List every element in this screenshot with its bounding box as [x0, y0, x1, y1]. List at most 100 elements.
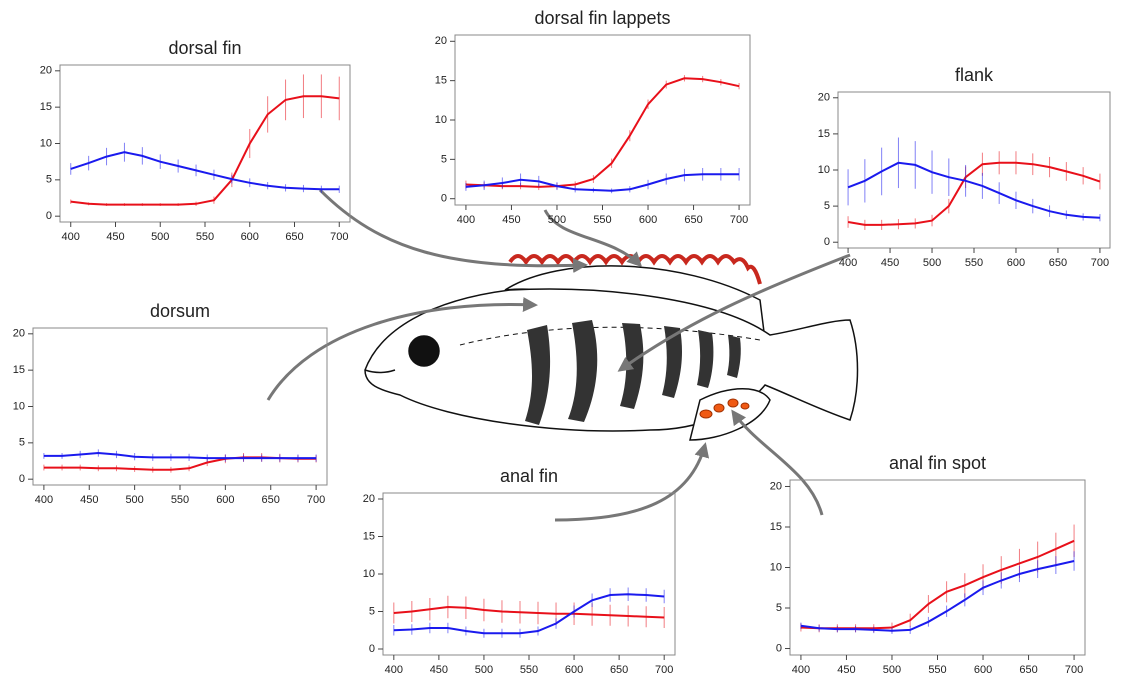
- x-tick-label: 600: [241, 231, 259, 243]
- x-tick-label: 600: [565, 664, 583, 676]
- x-tick-label: 550: [593, 214, 611, 226]
- y-tick-label: 15: [435, 75, 447, 87]
- y-tick-label: 5: [824, 200, 830, 212]
- x-tick-label: 700: [655, 664, 673, 676]
- x-tick-label: 600: [216, 494, 234, 506]
- x-tick-label: 450: [502, 214, 520, 226]
- y-tick-label: 5: [19, 437, 25, 449]
- x-tick-label: 700: [307, 494, 325, 506]
- series-line: [466, 78, 739, 187]
- page: dorsal fin05101520400450500550600650700d…: [0, 0, 1137, 679]
- x-tick-label: 700: [1091, 257, 1109, 269]
- y-tick-label: 15: [40, 101, 52, 113]
- x-tick-label: 450: [837, 664, 855, 676]
- x-tick-label: 400: [839, 257, 857, 269]
- y-tick-label: 10: [13, 400, 25, 412]
- y-tick-label: 0: [19, 473, 25, 485]
- series-line: [801, 541, 1074, 629]
- chart-title: dorsal fin: [168, 38, 241, 58]
- y-tick-label: 0: [776, 642, 782, 654]
- series-line: [394, 607, 664, 618]
- x-tick-label: 500: [475, 664, 493, 676]
- y-tick-label: 5: [776, 602, 782, 614]
- y-tick-label: 5: [369, 605, 375, 617]
- x-tick-label: 650: [610, 664, 628, 676]
- x-tick-label: 650: [262, 494, 280, 506]
- chart-panel: dorsal fin lappets 0 5 10 15 20 400 450 500 550 60…: [435, 8, 750, 226]
- figure: dorsal fin05101520400450500550600650700d…: [0, 0, 1137, 679]
- x-tick-label: 650: [684, 214, 702, 226]
- x-tick-label: 400: [457, 214, 475, 226]
- y-tick-label: 0: [46, 210, 52, 222]
- y-tick-label: 5: [441, 153, 447, 165]
- y-tick-label: 10: [363, 568, 375, 580]
- y-tick-label: 20: [363, 493, 375, 505]
- x-tick-label: 700: [330, 231, 348, 243]
- x-tick-label: 550: [520, 664, 538, 676]
- x-tick-label: 550: [928, 664, 946, 676]
- chart-panel: anal fin spot 0 5 10 15 20 400 450 500 550 600 650 7…: [770, 453, 1085, 676]
- x-tick-label: 400: [792, 664, 810, 676]
- plot-frame: [455, 35, 750, 205]
- series-line: [801, 561, 1074, 631]
- x-tick-label: 500: [883, 664, 901, 676]
- chart-title: anal fin spot: [889, 453, 986, 473]
- y-tick-label: 0: [824, 236, 830, 248]
- x-tick-label: 500: [151, 231, 169, 243]
- x-tick-label: 500: [548, 214, 566, 226]
- y-tick-label: 20: [770, 480, 782, 492]
- y-tick-label: 10: [40, 137, 52, 149]
- x-tick-label: 450: [80, 494, 98, 506]
- x-tick-label: 600: [1007, 257, 1025, 269]
- plot-frame: [33, 328, 327, 485]
- y-tick-label: 20: [40, 65, 52, 77]
- chart-panel: anal fin 0 5 10 15 20 400 450 500 550 600 650 700: [363, 466, 675, 676]
- x-tick-label: 550: [965, 257, 983, 269]
- y-tick-label: 10: [770, 561, 782, 573]
- y-tick-label: 20: [435, 35, 447, 47]
- y-tick-label: 15: [363, 530, 375, 542]
- x-tick-label: 550: [196, 231, 214, 243]
- x-tick-label: 700: [730, 214, 748, 226]
- y-tick-label: 10: [818, 164, 830, 176]
- x-tick-label: 400: [35, 494, 53, 506]
- x-tick-label: 400: [385, 664, 403, 676]
- x-tick-label: 650: [285, 231, 303, 243]
- plot-frame: [383, 493, 675, 655]
- chart-panel: dorsal fin 0 5 10 15 20 400 450 500 550 600 650 700: [40, 38, 350, 243]
- x-tick-label: 450: [106, 231, 124, 243]
- chart-panel: flank 0 5 10 15 20 400 450 500 550 600 650 700: [818, 65, 1110, 269]
- x-tick-label: 400: [62, 231, 80, 243]
- x-tick-label: 550: [171, 494, 189, 506]
- y-tick-label: 0: [441, 193, 447, 205]
- fish: [365, 256, 858, 440]
- x-tick-label: 700: [1065, 664, 1083, 676]
- y-tick-label: 20: [818, 92, 830, 104]
- x-tick-label: 650: [1049, 257, 1067, 269]
- x-tick-label: 500: [125, 494, 143, 506]
- series-line: [394, 594, 664, 633]
- chart-title: anal fin: [500, 466, 558, 486]
- series-line: [44, 453, 316, 458]
- x-tick-label: 450: [881, 257, 899, 269]
- y-tick-label: 15: [818, 128, 830, 140]
- series-line: [44, 457, 316, 469]
- plot-frame: [60, 65, 350, 222]
- y-tick-label: 15: [770, 521, 782, 533]
- y-tick-label: 5: [46, 174, 52, 186]
- series-line: [466, 174, 739, 191]
- chart-title: flank: [955, 65, 994, 85]
- x-tick-label: 450: [430, 664, 448, 676]
- chart-title: dorsum: [150, 301, 210, 321]
- x-tick-label: 500: [923, 257, 941, 269]
- x-tick-label: 600: [974, 664, 992, 676]
- x-tick-label: 600: [639, 214, 657, 226]
- series-line: [848, 163, 1100, 225]
- chart-title: dorsal fin lappets: [534, 8, 670, 28]
- y-tick-label: 15: [13, 364, 25, 376]
- y-tick-label: 0: [369, 643, 375, 655]
- series-line: [71, 152, 340, 189]
- x-tick-label: 650: [1019, 664, 1037, 676]
- y-tick-label: 10: [435, 114, 447, 126]
